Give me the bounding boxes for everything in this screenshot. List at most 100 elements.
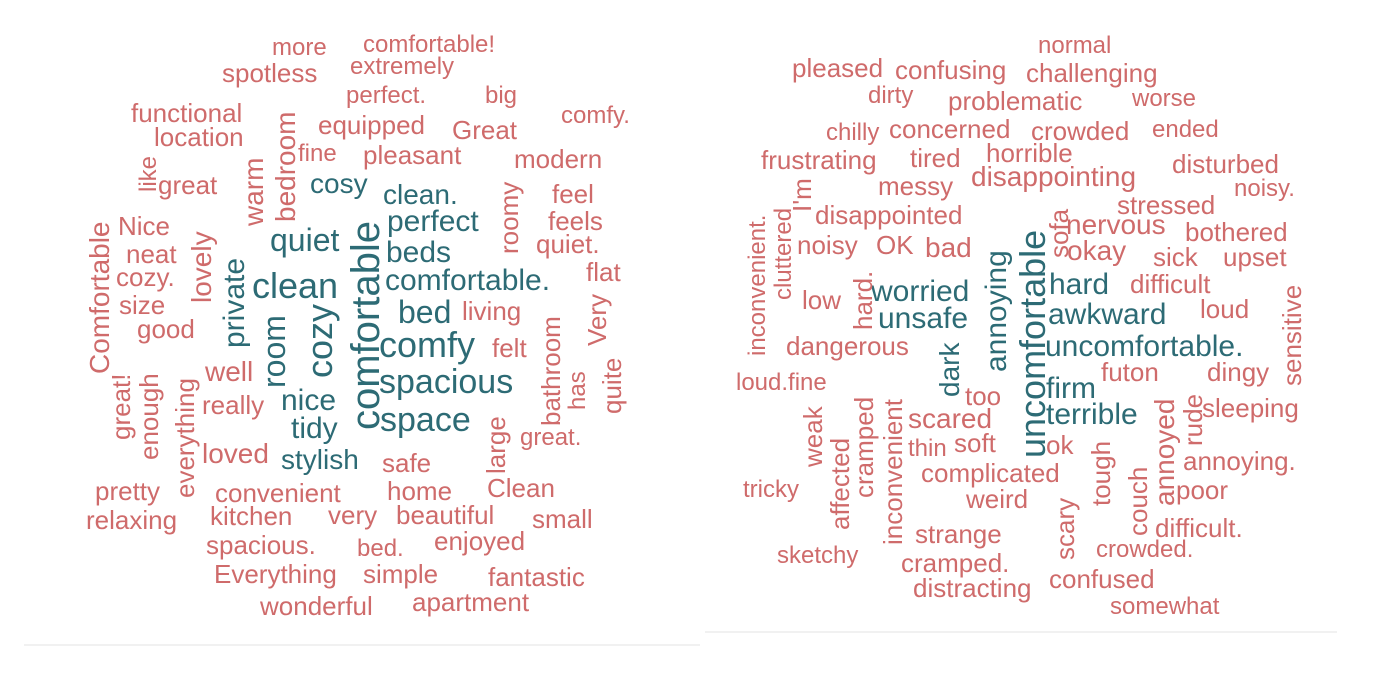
word-feel: feel	[552, 179, 594, 209]
word-fine: fine	[298, 140, 337, 167]
left-baseline-rule	[24, 644, 700, 646]
word-nice: Nice	[118, 211, 171, 241]
word-good: good	[137, 314, 195, 344]
word-nervous: nervous	[1066, 209, 1166, 240]
word-cramped: cramped	[849, 396, 879, 498]
word-i-m: I'm	[787, 178, 817, 212]
word-kitchen: kitchen	[210, 501, 293, 531]
word-weak: weak	[798, 406, 828, 467]
word-worried: worried	[871, 275, 970, 308]
word-great: great.	[520, 424, 582, 451]
word-tidy: tidy	[291, 412, 338, 445]
word-sketchy: sketchy	[777, 542, 859, 569]
word-terrible: terrible	[1046, 398, 1138, 431]
word-firm: firm	[1046, 372, 1096, 405]
word-sensitive: sensitive	[1277, 284, 1307, 386]
word-comfortable: comfortable	[344, 221, 388, 430]
word-too: too	[965, 381, 1002, 411]
word-low: low	[802, 285, 842, 315]
word-frustrating: frustrating	[761, 145, 877, 175]
word-pleasant: pleasant	[363, 140, 462, 170]
word-confusing: confusing	[895, 55, 1007, 85]
word-hard: hard	[1049, 268, 1110, 301]
word-dingy: dingy	[1207, 357, 1270, 387]
word-ended: ended	[1152, 116, 1219, 143]
word-loved: loved	[202, 438, 269, 469]
word-simple: simple	[363, 559, 439, 589]
word-quiet: quiet.	[536, 229, 600, 259]
word-comfortable: comfortable.	[385, 264, 551, 297]
word-great: great	[158, 170, 218, 200]
word-tricky: tricky	[743, 476, 799, 503]
word-wonderful: wonderful	[260, 591, 373, 621]
word-hard: hard.	[848, 270, 878, 330]
word-okay: okay	[1067, 235, 1127, 266]
word-dirty: dirty	[868, 82, 914, 109]
word-rude: rude	[1178, 393, 1208, 446]
word-lovely: lovely	[186, 231, 217, 303]
word-bed: bed.	[357, 535, 404, 562]
word-annoying: annoying	[980, 250, 1013, 372]
word-large: large	[481, 416, 511, 474]
word-functional: functional	[131, 98, 243, 128]
word-confused: confused	[1049, 564, 1155, 594]
word-great: great!	[106, 373, 136, 441]
word-uncomfortable: uncomfortable	[1012, 229, 1053, 458]
word-awkward: awkward	[1048, 298, 1167, 331]
word-spotless: spotless	[222, 58, 318, 88]
word-normal: normal	[1038, 32, 1112, 59]
word-quiet: quiet	[270, 222, 340, 258]
word-relaxing: relaxing	[86, 505, 178, 535]
word-space: space	[380, 401, 471, 439]
word-concerned: concerned	[889, 114, 1011, 144]
positive-word-cloud: more comfortable! extremely spotless perfect…	[84, 33, 630, 621]
word-sofa: sofa	[1044, 208, 1074, 258]
word-poor: poor	[1176, 475, 1229, 505]
word-problematic: problematic	[948, 86, 1083, 116]
word-private: private	[218, 257, 251, 348]
word-difficult: difficult.	[1155, 513, 1243, 543]
word-ok: OK	[876, 230, 914, 260]
word-weird: weird	[966, 484, 1029, 514]
word-perfect: perfect.	[346, 82, 427, 109]
word-pleased: pleased	[792, 53, 884, 83]
negative-word-cloud: normal pleased confusing challenging dirty pr…	[705, 0, 1400, 675]
word-apartment: apartment	[412, 587, 530, 617]
word-has: has	[564, 371, 591, 410]
word-bothered: bothered	[1185, 217, 1288, 247]
word-futon: futon	[1101, 357, 1159, 387]
word-everything: Everything	[214, 559, 337, 589]
word-comfy: comfy	[379, 324, 476, 365]
word-distracting: distracting	[913, 573, 1032, 603]
word-more: more	[272, 34, 327, 61]
word-clean: clean.	[383, 179, 458, 210]
word-cozy: cozy.	[116, 262, 175, 292]
word-warm: warm	[238, 157, 269, 226]
word-quite: quite	[597, 357, 627, 414]
word-thin: thin	[908, 435, 947, 462]
word-disappointing: disappointing	[971, 161, 1137, 192]
word-clean: clean	[252, 265, 339, 306]
word-fantastic: fantastic	[488, 562, 585, 592]
word-difficult: difficult	[1130, 269, 1211, 299]
word-cosy: cosy	[310, 168, 368, 199]
word-inconvenient: inconvenient.	[744, 214, 771, 356]
word-sleeping: sleeping	[1202, 393, 1299, 423]
word-really: really	[202, 390, 265, 420]
word-tough: tough	[1086, 440, 1116, 506]
word-very: Very	[582, 293, 612, 346]
word-flat: flat	[586, 257, 621, 287]
word-stylish: stylish	[281, 444, 359, 475]
word-chilly: chilly	[826, 119, 880, 146]
word-extremely: extremely	[350, 53, 455, 80]
word-unsafe: unsafe	[878, 302, 969, 335]
word-soft: soft	[954, 428, 996, 458]
word-cluttered: cluttered	[770, 207, 797, 300]
word-cramped: cramped.	[901, 548, 1010, 578]
word-crowded: crowded.	[1096, 536, 1194, 563]
word-spacious: spacious	[379, 363, 514, 401]
word-noisy: noisy.	[1234, 175, 1295, 202]
word-bad: bad	[925, 232, 972, 263]
word-perfect: perfect	[387, 205, 479, 238]
word-crowded: crowded	[1031, 116, 1130, 146]
